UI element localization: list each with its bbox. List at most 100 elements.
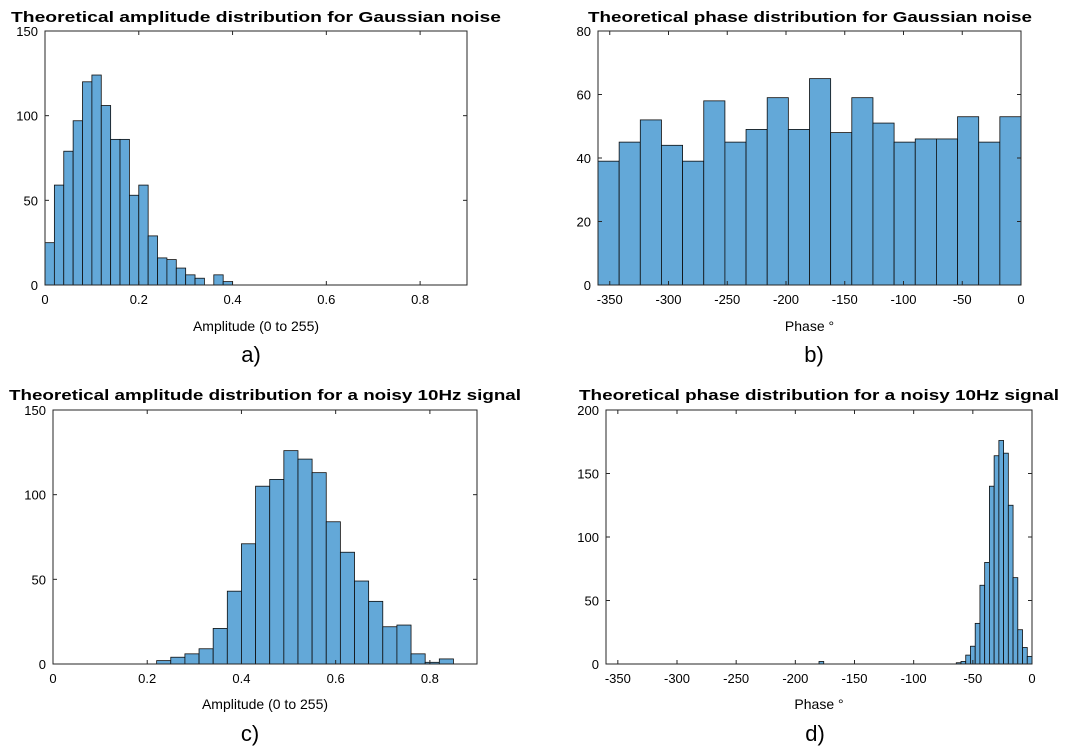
histogram-bar bbox=[893, 141, 916, 286]
histogram-bar bbox=[872, 122, 895, 286]
histogram-bar bbox=[147, 235, 158, 286]
histogram-bar bbox=[957, 116, 980, 286]
histogram-bar bbox=[166, 259, 177, 286]
histogram-bar bbox=[269, 479, 285, 665]
x-tick-label: 0 bbox=[1017, 292, 1024, 307]
histogram-bar bbox=[110, 138, 121, 286]
histogram-bar bbox=[44, 242, 55, 286]
axes-box bbox=[44, 30, 468, 286]
histogram-bar bbox=[974, 622, 981, 665]
histogram-bar bbox=[241, 543, 256, 665]
histogram-bar bbox=[283, 450, 299, 665]
panel-caption-d: d) bbox=[805, 721, 825, 746]
x-tick-label: -250 bbox=[714, 292, 740, 307]
histogram-bar bbox=[809, 78, 832, 286]
histogram-bar bbox=[91, 74, 102, 286]
x-tick-label: -300 bbox=[664, 671, 690, 686]
histogram-bar bbox=[396, 624, 412, 665]
x-tick-label: -150 bbox=[841, 671, 867, 686]
y-tick-label: 50 bbox=[32, 572, 46, 587]
histogram-bar bbox=[1012, 577, 1019, 665]
histogram-bar bbox=[194, 277, 205, 286]
histogram-bar bbox=[410, 653, 426, 665]
histogram-bar bbox=[255, 485, 271, 665]
x-axis-label: Phase ° bbox=[794, 696, 843, 712]
histogram-bar bbox=[618, 141, 641, 286]
histogram-bar bbox=[1017, 629, 1023, 665]
histogram-bar bbox=[984, 562, 990, 665]
x-tick-label: 0.6 bbox=[317, 292, 335, 307]
y-tick-label: 150 bbox=[577, 467, 599, 482]
histogram-bar bbox=[682, 160, 705, 286]
histogram-bar bbox=[354, 580, 370, 665]
histogram-bar bbox=[138, 184, 149, 286]
histogram-bar bbox=[851, 97, 874, 286]
x-tick-label: 0.2 bbox=[130, 292, 148, 307]
y-tick-label: 100 bbox=[16, 109, 38, 124]
histogram-bar bbox=[661, 144, 684, 286]
x-tick-label: -50 bbox=[953, 292, 972, 307]
histogram-bar bbox=[339, 551, 355, 665]
x-tick-label: 0.6 bbox=[327, 671, 345, 686]
chart-title: Theoretical phase distribution for a noi… bbox=[579, 387, 1059, 404]
x-tick-label: -200 bbox=[782, 671, 808, 686]
x-tick-label: 0.4 bbox=[232, 671, 250, 686]
panel-caption-c: c) bbox=[241, 721, 259, 746]
histogram-bar bbox=[1022, 647, 1028, 665]
x-axis-label: Phase ° bbox=[785, 318, 834, 334]
histogram-bar bbox=[72, 120, 83, 286]
histogram-bar bbox=[382, 626, 398, 665]
histogram-bar bbox=[82, 81, 93, 286]
y-tick-label: 150 bbox=[16, 24, 38, 39]
histogram-bar bbox=[993, 455, 1000, 665]
histogram-bar bbox=[325, 521, 341, 665]
chart-panel-d: -350 -300 -250 -200 -150 -100 -50 0 0 50 100 150 200… bbox=[577, 387, 1059, 746]
histogram-bar bbox=[936, 138, 958, 286]
chart-title: Theoretical phase distribution for Gauss… bbox=[588, 9, 1032, 26]
histogram-bar bbox=[1007, 504, 1014, 665]
y-tick-label: 0 bbox=[592, 657, 599, 672]
axes-box bbox=[605, 409, 1033, 665]
histogram-bar bbox=[787, 129, 810, 286]
x-tick-label: 0.4 bbox=[224, 292, 242, 307]
histogram-bar bbox=[965, 654, 971, 665]
panel-caption-a: a) bbox=[241, 342, 261, 367]
x-tick-label: -350 bbox=[597, 292, 623, 307]
histogram-bar bbox=[157, 257, 168, 286]
x-tick-label: 0 bbox=[49, 671, 56, 686]
histogram-bar bbox=[979, 584, 986, 665]
x-axis-label: Amplitude (0 to 255) bbox=[202, 696, 328, 712]
histogram-bar bbox=[1003, 452, 1009, 665]
x-tick-label: -100 bbox=[901, 671, 927, 686]
chart-panel-b: -350 -300 -250 -200 -150 -100 -50 0 0 20 40 60 80The… bbox=[577, 9, 1032, 367]
histogram-bar bbox=[222, 281, 233, 286]
y-tick-label: 50 bbox=[585, 594, 599, 609]
y-tick-label: 80 bbox=[577, 24, 591, 39]
chart-title: Theoretical amplitude distribution for a… bbox=[9, 387, 521, 404]
histogram-bar bbox=[119, 138, 130, 286]
histogram-bar bbox=[1026, 655, 1033, 665]
y-tick-label: 60 bbox=[577, 88, 591, 103]
histogram-bar bbox=[368, 600, 384, 665]
x-tick-label: -50 bbox=[963, 671, 982, 686]
histogram-bar bbox=[703, 100, 726, 286]
histogram-bar bbox=[297, 458, 313, 665]
y-tick-label: 100 bbox=[24, 488, 46, 503]
histogram-bar bbox=[998, 440, 1004, 665]
panel-caption-b: b) bbox=[804, 342, 824, 367]
y-tick-label: 0 bbox=[584, 278, 591, 293]
histogram-bar bbox=[978, 141, 1001, 286]
x-tick-label: 0 bbox=[41, 292, 48, 307]
histogram-bar bbox=[213, 274, 224, 286]
histogram-bar bbox=[311, 472, 327, 665]
y-tick-label: 0 bbox=[39, 657, 46, 672]
chart-title: Theoretical amplitude distribution for G… bbox=[11, 9, 501, 26]
histogram-bar bbox=[100, 105, 112, 286]
x-tick-label: -300 bbox=[655, 292, 681, 307]
x-tick-label: -100 bbox=[890, 292, 916, 307]
x-tick-label: 0 bbox=[1028, 671, 1035, 686]
x-tick-label: -150 bbox=[832, 292, 858, 307]
histogram-bar bbox=[914, 138, 937, 286]
